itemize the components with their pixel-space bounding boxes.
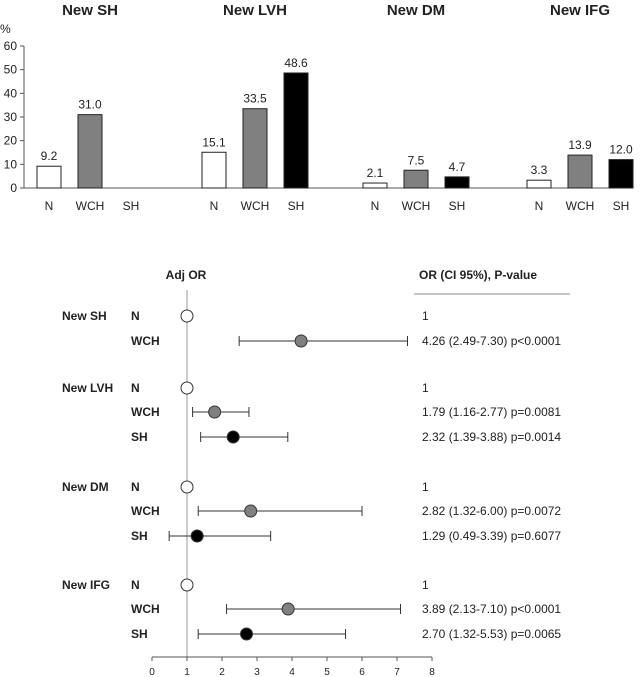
x-category-label: WCH xyxy=(566,199,595,213)
bar-value-label: 3.3 xyxy=(531,163,548,177)
row-label: N xyxy=(131,381,140,395)
row-label: WCH xyxy=(131,602,160,616)
bar-value-label: 31.0 xyxy=(78,98,102,112)
x-category-label: SH xyxy=(288,199,305,213)
or-point-new-sh-wch xyxy=(294,334,308,348)
x-category-label: WCH xyxy=(402,199,431,213)
y-axis-unit-label: % xyxy=(0,22,11,36)
bar-new-ifg-sh xyxy=(608,159,634,189)
x-category-label: SH xyxy=(449,199,466,213)
or-point-new-dm-sh xyxy=(190,529,204,543)
or-point-new-ifg-sh xyxy=(240,627,253,641)
or-ci-text: 1.29 (0.49-3.39) p=0.6077 xyxy=(422,529,561,543)
or-ci-text: 3.89 (2.13-7.10) p<0.0001 xyxy=(422,602,561,616)
forest-plot: Adj OR OR (CI 95%), P-value 0 1 2 3 4 5 6 7 8 New S… xyxy=(62,268,570,677)
or-ci-text: 2.82 (1.32-6.00) p=0.0072 xyxy=(422,504,561,518)
y-tick-label: 10 xyxy=(4,157,18,171)
or-ci-text: 2.32 (1.39-3.88) p=0.0014 xyxy=(422,430,561,444)
panel-title-new-ifg: New IFG xyxy=(550,2,610,19)
forest-x-tick-label: 8 xyxy=(429,667,435,677)
row-label: SH xyxy=(131,529,148,543)
forest-x-tick-label: 2 xyxy=(219,667,225,677)
bar-value-label: 4.7 xyxy=(449,160,466,174)
y-tick-label: 60 xyxy=(4,39,18,53)
forest-x-tick-label: 4 xyxy=(289,667,295,677)
x-category-label: N xyxy=(210,199,219,213)
row-label: WCH xyxy=(131,334,160,348)
row-label: SH xyxy=(131,627,148,641)
bar-new-dm-n xyxy=(362,182,388,189)
x-category-label: SH xyxy=(613,199,630,213)
bar-value-label: 9.2 xyxy=(41,149,58,163)
or-ci-text: 1 xyxy=(422,309,429,323)
bar-value-label: 7.5 xyxy=(408,153,425,167)
table-header: OR (CI 95%), P-value xyxy=(419,268,537,282)
forest-x-tick-label: 0 xyxy=(149,667,155,677)
x-category-label: N xyxy=(371,199,380,213)
x-category-label: SH xyxy=(123,199,140,213)
bar-value-label: 48.6 xyxy=(284,56,308,70)
y-tick-label: 50 xyxy=(4,63,18,77)
forest-x-tick-label: 3 xyxy=(254,667,260,677)
or-ci-text: 1 xyxy=(422,480,429,494)
x-category-label: N xyxy=(45,199,54,213)
forest-title: Adj OR xyxy=(166,268,207,282)
y-tick-label: 0 xyxy=(10,181,17,195)
panel-title-new-dm: New DM xyxy=(387,2,445,19)
panel-title-new-sh: New SH xyxy=(62,2,118,19)
group-label-new-dm: New DM xyxy=(62,480,109,494)
bar-value-label: 15.1 xyxy=(202,135,226,149)
or-ci-text: 1.79 (1.16-2.77) p=0.0081 xyxy=(422,405,561,419)
or-point-new-dm-n xyxy=(180,480,194,494)
row-label: N xyxy=(131,309,140,323)
bar-new-lvh-n xyxy=(201,151,227,189)
bar-new-ifg-n xyxy=(526,179,552,189)
forest-x-tick-label: 6 xyxy=(359,667,365,677)
or-point-new-ifg-n xyxy=(180,578,194,592)
or-point-new-lvh-n xyxy=(180,381,194,395)
or-point-new-ifg-wch xyxy=(281,602,295,616)
bar-chart: % 0 10 20 30 40 50 60 New SH 9.2 N 31.0 WCH SH New LVH… xyxy=(0,2,634,213)
or-point-new-sh-n xyxy=(180,309,194,323)
bar-new-dm-wch xyxy=(403,169,429,189)
or-point-new-dm-wch xyxy=(244,504,258,518)
bar-new-lvh-wch xyxy=(242,108,268,189)
bar-value-label: 12.0 xyxy=(609,143,633,157)
row-label: N xyxy=(131,578,140,592)
or-ci-text: 2.70 (1.32-5.53) p=0.0065 xyxy=(422,627,561,641)
row-label: SH xyxy=(131,430,148,444)
bar-value-label: 13.9 xyxy=(568,138,592,152)
bar-new-sh-wch xyxy=(77,114,103,189)
forest-x-tick-label: 5 xyxy=(324,667,330,677)
or-ci-text: 1 xyxy=(422,578,429,592)
row-label: WCH xyxy=(131,405,160,419)
or-ci-text: 1 xyxy=(422,381,429,395)
bar-new-ifg-wch xyxy=(567,154,593,189)
forest-x-tick-label: 7 xyxy=(394,667,400,677)
row-label: WCH xyxy=(131,504,160,518)
panel-title-new-lvh: New LVH xyxy=(223,2,287,19)
y-tick-label: 40 xyxy=(4,86,18,100)
or-point-new-lvh-sh xyxy=(226,430,240,444)
bar-new-dm-sh xyxy=(444,176,470,189)
bar-value-label: 33.5 xyxy=(243,92,267,106)
group-label-new-lvh: New LVH xyxy=(62,381,113,395)
x-category-label: WCH xyxy=(76,199,105,213)
forest-x-tick-label: 1 xyxy=(184,667,190,677)
or-ci-text: 4.26 (2.49-7.30) p<0.0001 xyxy=(422,334,561,348)
bar-new-lvh-sh xyxy=(283,72,309,189)
or-point-new-lvh-wch xyxy=(208,405,222,419)
group-label-new-ifg: New IFG xyxy=(62,578,110,592)
y-tick-label: 20 xyxy=(4,134,18,148)
bar-value-label: 2.1 xyxy=(367,166,384,180)
row-label: N xyxy=(131,480,140,494)
x-category-label: N xyxy=(535,199,544,213)
y-tick-label: 30 xyxy=(4,110,18,124)
x-category-label: WCH xyxy=(241,199,270,213)
bar-new-sh-n xyxy=(36,165,62,189)
group-label-new-sh: New SH xyxy=(62,309,107,323)
